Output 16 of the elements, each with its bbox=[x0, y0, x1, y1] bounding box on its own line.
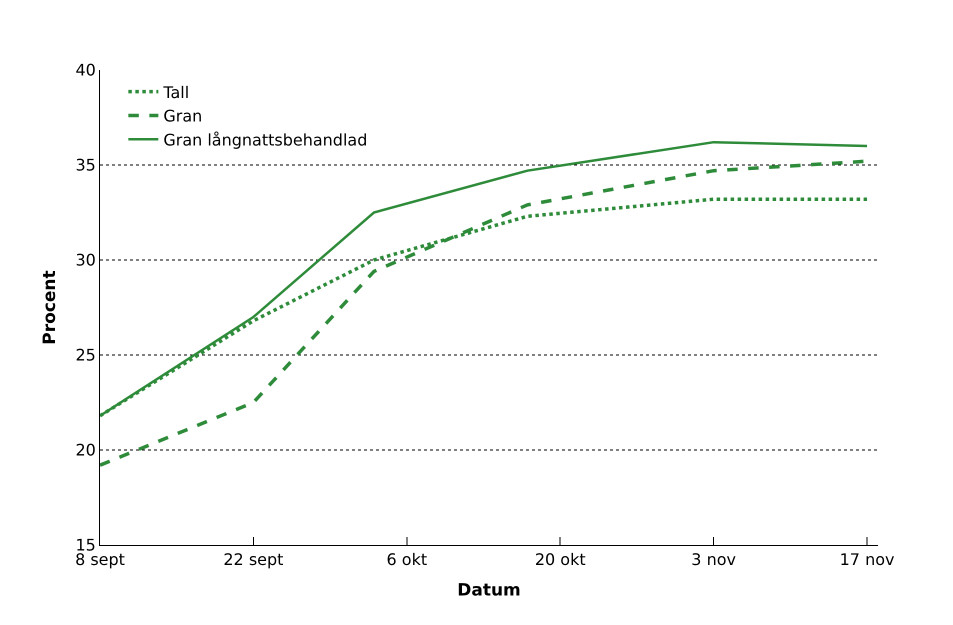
y-tick-label: 35 bbox=[75, 156, 96, 175]
x-tick-label: 6 okt bbox=[386, 550, 428, 570]
legend-label: Gran långnattsbehandlad bbox=[163, 130, 368, 150]
x-tick-label: 8 sept bbox=[75, 550, 125, 570]
x-tick-label: 17 nov bbox=[840, 550, 894, 570]
y-tick-label: 25 bbox=[75, 346, 96, 365]
y-tick-label: 40 bbox=[75, 60, 96, 80]
y-axis-title: Procent bbox=[40, 270, 60, 345]
x-tick-label: 20 okt bbox=[534, 550, 586, 570]
x-tick-label: 3 nov bbox=[691, 550, 736, 570]
y-tick-label: 30 bbox=[75, 250, 96, 270]
legend-label: Gran bbox=[163, 106, 202, 126]
x-axis-title: Datum bbox=[457, 580, 521, 601]
y-tick-label: 20 bbox=[75, 440, 96, 460]
legend-label: Tall bbox=[162, 82, 190, 102]
x-tick-label: 22 sept bbox=[223, 550, 284, 570]
